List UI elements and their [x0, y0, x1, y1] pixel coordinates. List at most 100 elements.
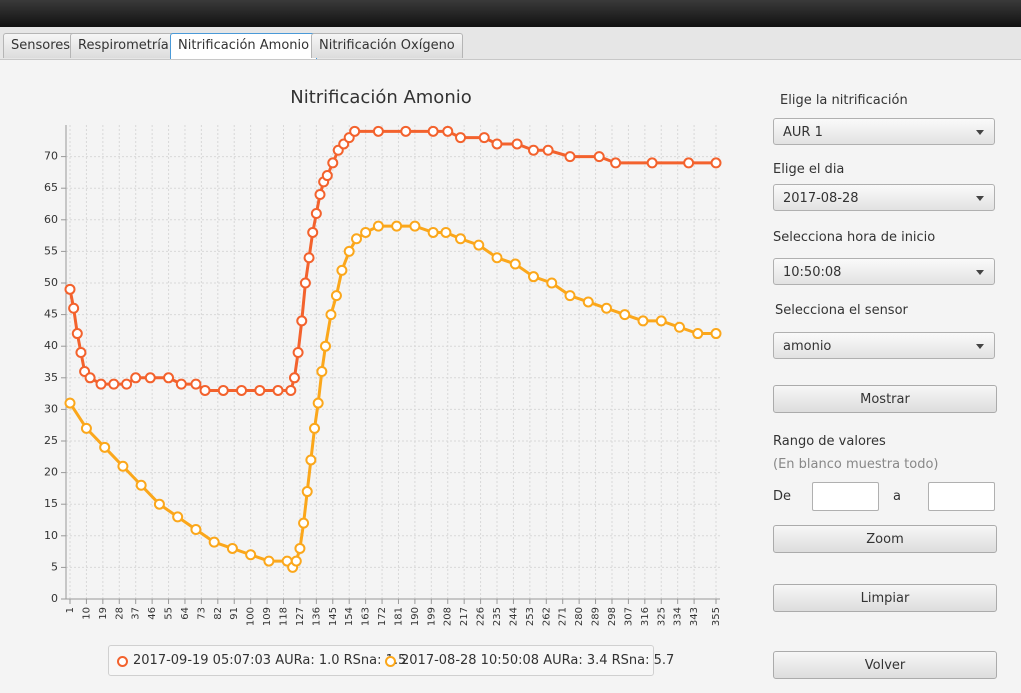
- data-point: [427, 226, 439, 238]
- combo-box[interactable]: amonio: [773, 332, 995, 359]
- tab-active[interactable]: Nitrificación Amonio: [170, 33, 318, 59]
- data-point: [236, 384, 248, 396]
- label: Selecciona el sensor: [775, 303, 908, 318]
- x-tick-label: 235: [492, 607, 503, 626]
- text-field[interactable]: [812, 482, 879, 511]
- button[interactable]: Limpiar: [773, 584, 997, 612]
- data-point: [325, 309, 337, 321]
- x-tick-label: 289: [591, 607, 602, 626]
- data-point: [619, 309, 631, 321]
- data-point: [674, 321, 686, 333]
- data-point: [108, 378, 120, 390]
- x-tick-label: 181: [393, 607, 404, 626]
- data-point: [64, 283, 76, 295]
- data-point: [272, 384, 284, 396]
- chart-title: Nitrificación Amonio: [290, 87, 472, 108]
- label: a: [893, 489, 901, 504]
- data-point: [99, 441, 111, 453]
- y-tick-label: 60: [44, 213, 58, 226]
- x-tick-label: 10: [81, 607, 92, 620]
- x-tick-label: 244: [508, 607, 519, 626]
- data-point: [84, 372, 96, 384]
- combo-box[interactable]: AUR 1: [773, 118, 995, 145]
- tab[interactable]: Nitrificación Oxígeno: [311, 33, 463, 58]
- legend-symbol: [117, 656, 128, 667]
- x-tick-label: 355: [711, 607, 722, 626]
- x-tick-label: 37: [131, 607, 142, 620]
- data-point: [564, 290, 576, 302]
- x-tick-label: 199: [426, 607, 437, 626]
- y-tick-label: 40: [44, 339, 58, 352]
- data-point: [68, 302, 80, 314]
- data-point: [491, 252, 503, 264]
- combo-box[interactable]: 10:50:08: [773, 258, 995, 285]
- data-point: [564, 151, 576, 163]
- x-tick-label: 73: [196, 607, 207, 620]
- tab[interactable]: Respirometría: [70, 33, 177, 58]
- legend-symbol: [385, 656, 396, 667]
- data-point: [298, 517, 310, 529]
- button[interactable]: Mostrar: [773, 385, 997, 413]
- x-tick-label: 91: [229, 607, 240, 620]
- data-point: [409, 220, 421, 232]
- data-point: [509, 258, 521, 270]
- data-point: [351, 233, 363, 245]
- x-tick-label: 334: [673, 607, 684, 626]
- data-point: [64, 397, 76, 409]
- data-point: [455, 233, 467, 245]
- button[interactable]: Volver: [773, 651, 997, 679]
- data-point: [319, 340, 331, 352]
- data-point: [303, 252, 315, 264]
- legend-entry: 2017-08-28 10:50:08 AURa: 3.4 RSna: 5.7: [385, 653, 674, 668]
- data-point: [316, 365, 328, 377]
- x-tick-label: 271: [558, 607, 569, 626]
- data-point: [710, 328, 722, 340]
- y-tick-label: 10: [44, 529, 58, 542]
- label: De: [773, 489, 792, 504]
- y-tick-label: 15: [44, 497, 58, 510]
- data-point: [226, 542, 238, 554]
- title-bar: [0, 0, 1021, 27]
- data-point: [683, 157, 695, 169]
- data-point: [301, 486, 313, 498]
- data-point: [372, 125, 384, 137]
- combo-box[interactable]: 2017-08-28: [773, 184, 995, 211]
- x-tick-label: 262: [541, 607, 552, 626]
- x-tick-label: 145: [328, 607, 339, 626]
- data-point: [610, 157, 622, 169]
- data-point: [655, 315, 667, 327]
- text-field[interactable]: [928, 482, 995, 511]
- data-point: [292, 347, 304, 359]
- data-point: [95, 378, 107, 390]
- x-tick-label: 298: [607, 607, 618, 626]
- data-point: [601, 302, 613, 314]
- tab-bar: Sensores Respirometría Nitrificación Amo…: [0, 27, 1021, 60]
- data-point: [190, 523, 202, 535]
- x-tick-label: 208: [443, 607, 454, 626]
- data-point: [285, 384, 297, 396]
- legend-label: 2017-09-19 05:07:03 AURa: 1.0 RSna: 1.5: [133, 653, 407, 668]
- data-point: [400, 125, 412, 137]
- data-point: [144, 372, 156, 384]
- data-point: [343, 245, 355, 257]
- x-tick-label: 82: [213, 607, 224, 620]
- x-tick-label: 19: [98, 607, 109, 620]
- x-tick-label: 109: [262, 607, 273, 626]
- chart: Nitrificación Amonio 0 5 10 15 20 25 30 35 40 45 5…: [44, 87, 722, 626]
- button[interactable]: Zoom: [773, 525, 997, 553]
- y-tick-label: 35: [44, 371, 58, 384]
- tab[interactable]: Sensores: [3, 33, 79, 58]
- x-tick-label: 118: [279, 607, 290, 626]
- data-point: [593, 151, 605, 163]
- data-point: [245, 549, 257, 561]
- x-tick-label: 217: [459, 607, 470, 626]
- data-point: [80, 422, 92, 434]
- data-point: [442, 125, 454, 137]
- data-point: [372, 220, 384, 232]
- data-point: [135, 479, 147, 491]
- y-tick-label: 55: [44, 244, 58, 257]
- data-point: [296, 315, 308, 327]
- data-point: [528, 271, 540, 283]
- data-point: [175, 378, 187, 390]
